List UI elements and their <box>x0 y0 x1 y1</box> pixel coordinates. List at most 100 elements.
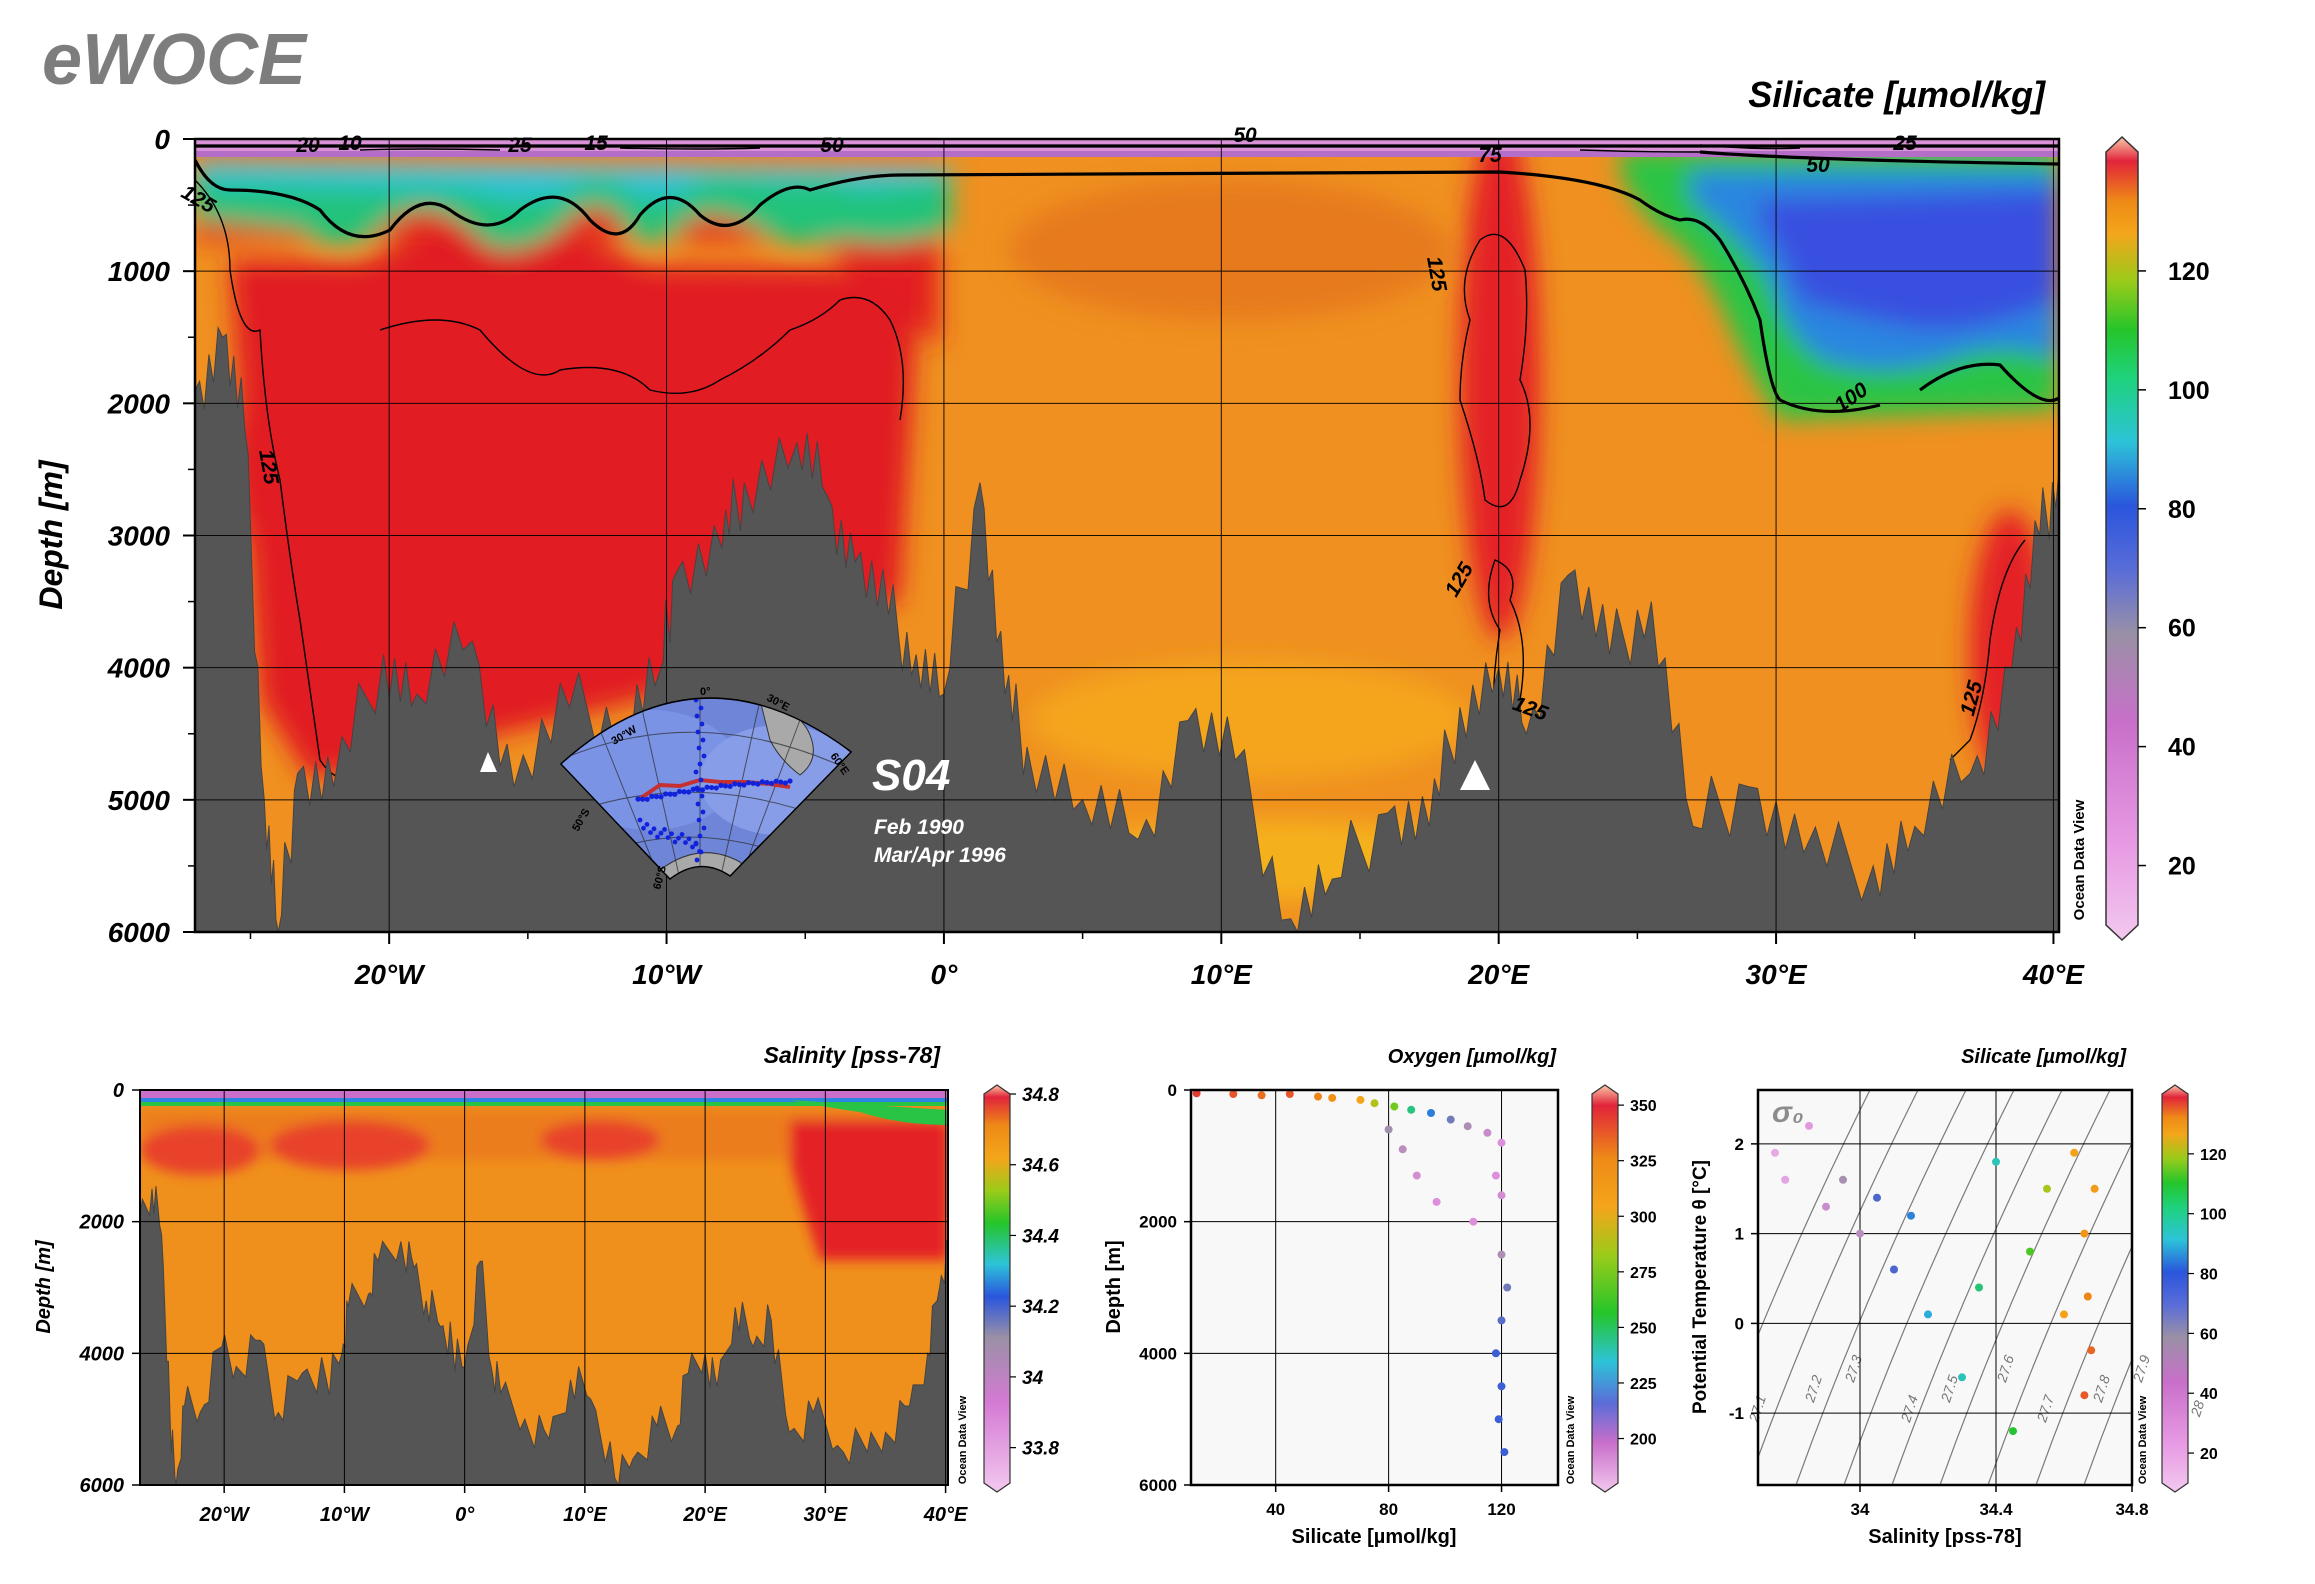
ts-colorbar-label: 120 <box>2200 1147 2227 1164</box>
ts-point <box>2080 1229 2089 1238</box>
salinity-colorbar-label: 34.4 <box>1022 1226 1059 1247</box>
salinity-colorbar-label: 34.8 <box>1022 1085 1059 1106</box>
inset-station-dot <box>676 788 683 795</box>
oxygen-point <box>1257 1091 1266 1100</box>
ts-point <box>2060 1310 2068 1319</box>
ts-colorbar-label: 20 <box>2200 1446 2218 1463</box>
inset-station-dot <box>699 793 705 799</box>
ts-point <box>2083 1292 2092 1301</box>
odv-credit-main: Ocean Data View <box>2071 799 2088 920</box>
oxygen-point <box>1483 1128 1492 1137</box>
salinity-y-tick-label: 6000 <box>80 1475 125 1497</box>
inset-station-dot <box>701 753 707 759</box>
salinity-bathymetry <box>140 1186 948 1485</box>
salinity-axis-ticks: 20°W 10°W 0° 10°E 20°E 30°E 40°E 0 2000 4000 6000 <box>79 1080 969 1526</box>
ts-point <box>1781 1175 1790 1184</box>
oxygen-point <box>1497 1191 1506 1200</box>
inset-station-dot <box>635 796 641 802</box>
main-contour-label: 50 <box>820 134 844 157</box>
ts-y-tick-label: 0 <box>1735 1314 1744 1333</box>
inset-station-dot <box>722 783 729 789</box>
inset-station-dot <box>755 781 761 787</box>
inset-station-dot <box>641 825 646 831</box>
oxygen-point <box>1407 1105 1416 1114</box>
inset-station-dot <box>672 839 678 845</box>
inset-station-dot <box>764 779 770 786</box>
inset-station-dot <box>653 793 660 800</box>
oxygen-x-tick-label: 40 <box>1266 1500 1285 1519</box>
main-y-axis-label: Depth [m] <box>33 459 69 610</box>
inset-station-dot <box>701 825 707 831</box>
inset-station-dot <box>679 832 685 837</box>
salinity-chart-title: Salinity [pss-78] <box>764 1042 942 1068</box>
ts-point <box>1856 1229 1864 1238</box>
main-silicate-section: 20°W 10°W 0° 10°E 20°E 30°E 40°E 0 1000 2000 3000 4… <box>33 124 2210 990</box>
salinity-y-tick-label: 2000 <box>79 1212 125 1234</box>
inset-station-dot <box>750 780 756 786</box>
ewoce-logo: eWOCE <box>42 20 308 100</box>
ts-y-tick-label: 1 <box>1735 1225 1744 1244</box>
ts-point <box>2087 1346 2096 1355</box>
inset-map: 30°W 30°E 60°E 50°S 60°S 0° <box>559 686 853 891</box>
ts-point <box>1873 1193 1881 1202</box>
ts-point <box>2090 1184 2099 1193</box>
inset-station-dot <box>700 737 706 743</box>
ts-point <box>1822 1202 1830 1211</box>
oxygen-colorbar-label: 275 <box>1630 1265 1657 1282</box>
inset-station-dot <box>713 785 719 791</box>
oxygen-point <box>1491 1171 1500 1180</box>
oxygen-colorbar-label: 300 <box>1630 1209 1657 1226</box>
main-colorbar-label: 80 <box>2168 496 2196 524</box>
oxygen-point <box>1398 1145 1407 1154</box>
inset-station-dot <box>693 840 699 846</box>
ts-y-tick-label: -1 <box>1729 1404 1744 1423</box>
ts-point <box>2026 1247 2034 1256</box>
salinity-plot-frame <box>139 1089 949 1486</box>
ts-isopycnal-line <box>2035 1245 2132 1485</box>
inset-station-dot <box>662 827 667 832</box>
oxygen-colorbar-label: 250 <box>1630 1320 1657 1337</box>
oxygen-y-axis-label: Depth [m] <box>1103 1240 1125 1333</box>
main-x-tick-label: 10°W <box>632 959 703 990</box>
ts-scatter: Silicate [µmol/kg] 27.127.227.327.427.52… <box>1690 1046 2227 1548</box>
inset-station-dot <box>697 833 703 839</box>
inset-station-dot <box>648 830 653 835</box>
oxygen-colorbar-label: 350 <box>1630 1098 1657 1115</box>
main-x-tick-label: 40°E <box>2022 959 2085 990</box>
salinity-x-tick-label: 20°E <box>682 1504 727 1526</box>
ts-point <box>2043 1184 2051 1193</box>
inset-station-dot <box>695 801 701 807</box>
inset-station-dot <box>699 787 706 793</box>
inset-station-dot <box>669 831 674 837</box>
inset-station-dot <box>651 826 657 832</box>
inset-station-dot <box>736 781 742 788</box>
main-contour-label: 25 <box>1892 132 1917 155</box>
ts-x-tick-label: 34.8 <box>2115 1500 2148 1519</box>
inset-station-dots <box>635 698 793 871</box>
oxygen-point <box>1192 1090 1201 1098</box>
salinity-colorbar <box>983 1084 1011 1493</box>
main-contour-label: 20 <box>295 134 320 157</box>
oxygen-point <box>1497 1382 1506 1391</box>
inset-station-dot <box>663 791 669 797</box>
main-x-tick-label: 20°E <box>1467 959 1530 990</box>
inset-station-dot <box>694 857 700 863</box>
main-y-tick-label: 2000 <box>107 388 171 419</box>
oxygen-point <box>1491 1349 1500 1358</box>
inset-station-dot <box>699 721 705 727</box>
main-colorbar-label: 100 <box>2168 377 2210 405</box>
inset-station-dot <box>697 761 703 767</box>
ts-x-tick-label: 34.4 <box>1979 1500 2013 1519</box>
inset-station-dot <box>768 780 775 786</box>
inset-station-dot <box>700 809 706 815</box>
inset-station-dot <box>658 830 664 836</box>
inset-station-dot <box>693 769 699 775</box>
inset-station-dot <box>745 780 752 786</box>
main-contour-label: 10 <box>338 132 362 155</box>
oxygen-x-tick-label: 120 <box>1487 1500 1515 1519</box>
salinity-section: Salinity [pss-78] 20°W 10°W 0° 10°E 20°E 30°E… <box>33 1042 1059 1526</box>
salinity-colorbar-label: 33.8 <box>1022 1439 1059 1460</box>
salinity-y-tick-label: 4000 <box>79 1343 125 1365</box>
oxygen-point <box>1370 1099 1379 1108</box>
